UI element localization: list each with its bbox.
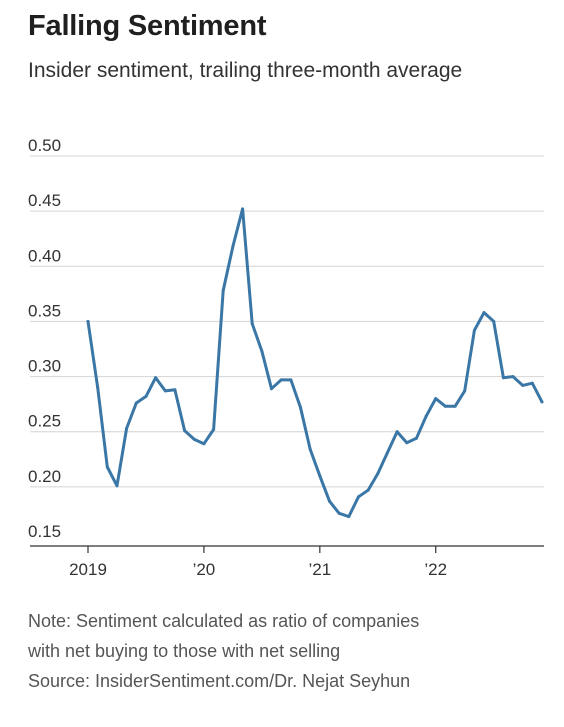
- data-point: [501, 376, 505, 380]
- data-point: [86, 319, 90, 323]
- data-point: [492, 319, 496, 323]
- data-point: [328, 499, 331, 503]
- x-axis: [30, 545, 544, 553]
- data-point: [376, 472, 380, 476]
- x-tick-label: ’21: [308, 560, 331, 579]
- data-point: [289, 378, 293, 382]
- data-point: [337, 511, 341, 515]
- source-line: Source: InsiderSentiment.com/Dr. Nejat S…: [28, 671, 411, 691]
- data-point: [521, 383, 525, 387]
- data-point: [144, 394, 148, 398]
- data-point: [221, 289, 225, 292]
- y-tick-label: 0.30: [28, 357, 61, 376]
- data-point: [405, 441, 409, 445]
- data-point: [357, 495, 360, 499]
- chart-title: Falling Sentiment: [28, 10, 267, 42]
- data-point: [183, 429, 187, 433]
- data-point: [511, 375, 515, 379]
- data-point: [96, 386, 100, 390]
- y-tick-label: 0.20: [28, 467, 61, 486]
- data-point: [154, 376, 158, 380]
- y-tick-label: 0.35: [28, 301, 61, 320]
- data-point: [318, 474, 322, 478]
- data-point: [463, 389, 467, 393]
- line-chart: 0.15 0.20 0.25 0.30 0.35 0.40 0.45 0.50 2019 ’20…: [28, 136, 544, 579]
- y-tick-label: 0.25: [28, 412, 61, 431]
- data-point: [472, 328, 476, 332]
- note-line-1: Note: Sentiment calculated as ratio of c…: [28, 611, 420, 631]
- y-tick-label: 0.50: [28, 136, 61, 155]
- grid-lines: [30, 155, 544, 488]
- data-point: [241, 207, 245, 211]
- data-point: [453, 404, 457, 408]
- x-tick-label: ’20: [193, 560, 216, 579]
- data-point: [125, 426, 129, 430]
- data-point: [308, 447, 312, 451]
- x-tick-label: 2019: [69, 560, 107, 579]
- data-point: [212, 428, 216, 431]
- y-tick-label: 0.40: [28, 246, 61, 265]
- data-point: [385, 451, 389, 455]
- chart-subtitle: Insider sentiment, trailing three-month …: [28, 59, 463, 82]
- data-point: [424, 414, 428, 418]
- y-tick-label: 0.45: [28, 191, 61, 210]
- series-line: [86, 207, 544, 519]
- data-point: [299, 406, 302, 409]
- data-point: [482, 311, 486, 315]
- series-layer: [86, 207, 544, 519]
- data-point: [173, 388, 177, 392]
- y-axis-tick-labels: 0.15 0.20 0.25 0.30 0.35 0.40 0.45 0.50: [28, 136, 61, 541]
- x-tick-label: ’22: [424, 560, 447, 579]
- data-point: [231, 244, 235, 248]
- data-point: [270, 387, 273, 391]
- y-tick-label: 0.15: [28, 522, 61, 541]
- note-line-2: with net buying to those with net sellin…: [28, 641, 341, 661]
- data-point: [434, 397, 438, 401]
- data-point: [279, 378, 283, 382]
- x-axis-tick-labels: 2019 ’20 ’21 ’22: [69, 560, 447, 579]
- data-point: [530, 381, 534, 385]
- data-point: [192, 437, 196, 441]
- data-point: [202, 442, 206, 446]
- data-point: [250, 322, 254, 326]
- footer-notes: Note: Sentiment calculated as ratio of c…: [28, 606, 548, 696]
- data-point: [540, 400, 544, 404]
- data-point: [260, 349, 264, 353]
- data-point: [443, 404, 447, 408]
- data-point: [115, 484, 119, 488]
- data-point: [105, 465, 109, 469]
- data-point: [395, 430, 399, 434]
- data-point: [366, 488, 370, 492]
- data-point: [347, 515, 351, 519]
- data-point: [414, 436, 418, 440]
- data-point: [163, 389, 167, 393]
- data-point: [134, 401, 138, 405]
